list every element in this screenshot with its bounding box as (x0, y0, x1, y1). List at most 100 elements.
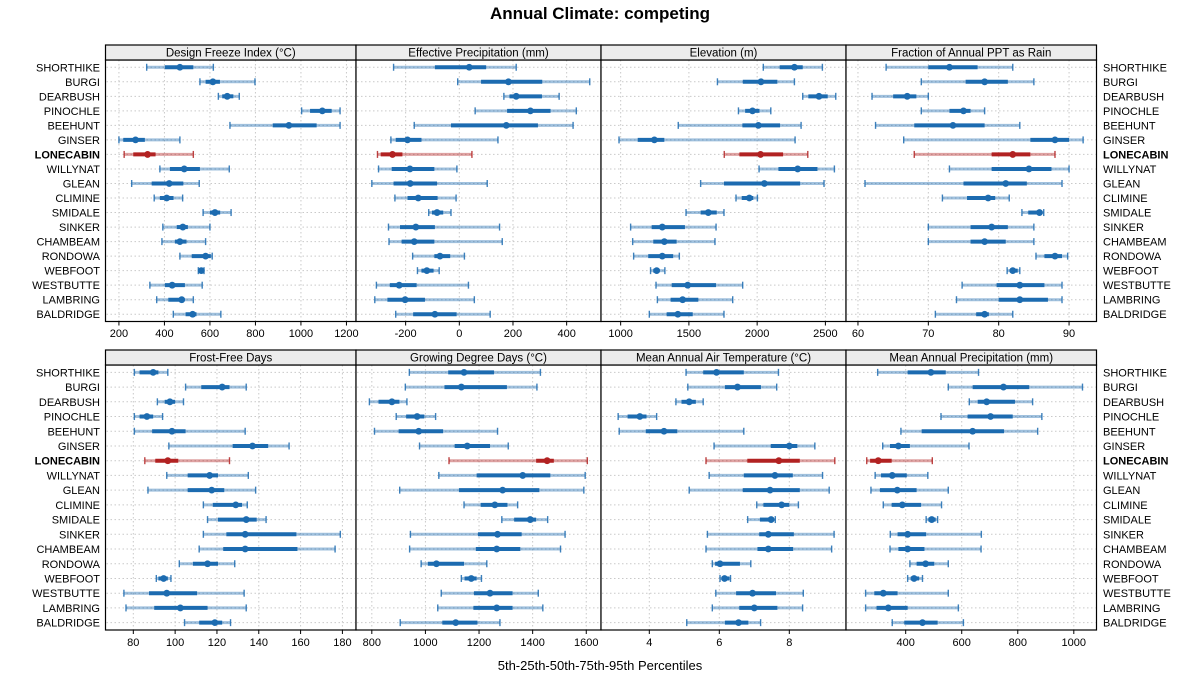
percentile-row-dearbush (217, 92, 240, 100)
label: CLIMINE (1103, 500, 1148, 512)
median-dot (749, 107, 756, 115)
percentile-row-westbutte (375, 281, 470, 289)
median-dot (457, 383, 465, 391)
median-dot (526, 516, 534, 523)
label: CLIMINE (1103, 193, 1148, 205)
label: GINSER (1103, 135, 1145, 147)
median-dot (960, 107, 967, 115)
percentile-row-westbutte (864, 589, 949, 597)
percentile-row-lambring (155, 296, 195, 304)
median-dot (160, 575, 168, 582)
percentile-row-rondowa (909, 560, 949, 568)
label: BALDRIDGE (1103, 309, 1167, 321)
percentile-row-ginser (902, 136, 1084, 144)
median-dot (679, 296, 687, 304)
label: GINSER (58, 441, 100, 453)
median-dot (436, 252, 444, 260)
label: SHORTHIKE (36, 367, 100, 379)
label: CLIMINE (55, 193, 100, 205)
median-dot (716, 560, 724, 568)
median-dot (981, 238, 989, 245)
median-dot (491, 501, 499, 509)
median-dot (650, 136, 658, 144)
median-dot (241, 530, 249, 538)
label: 80 (993, 328, 1005, 340)
median-dot (143, 413, 151, 420)
percentile-row-dearbush (802, 92, 837, 100)
label: 60 (852, 328, 864, 340)
median-dot (463, 442, 471, 450)
percentile-row-lonecabin (913, 150, 1056, 158)
label: SMIDALE (1103, 515, 1151, 527)
percentile-row-chambeam (889, 545, 982, 553)
median-dot (512, 92, 520, 100)
panel-mean-annual-air-temperature-c-: 4 6 8 Mean Annual Air Temperature (°C) (600, 349, 847, 649)
label: WESTBUTTE (32, 280, 100, 292)
median-dot (988, 223, 996, 231)
label: CLIMINE (55, 500, 100, 512)
percentile-row-glean (870, 486, 949, 494)
percentile-row-willynat (874, 471, 929, 479)
median-dot (406, 165, 414, 173)
percentile-row-ginser (618, 136, 796, 144)
label: PINOCHLE (44, 106, 100, 118)
median-dot (202, 252, 210, 260)
percentile-row-burgi (184, 383, 247, 391)
label: GLEAN (63, 178, 100, 190)
median-dot (928, 516, 936, 523)
label: SHORTHIKE (1103, 62, 1167, 74)
label: SHORTHIKE (36, 62, 100, 74)
percentile-row-dearbush (968, 398, 1034, 406)
label: CHAMBEAM (36, 544, 100, 556)
median-dot (505, 78, 512, 86)
panel-elevation-m-: 1000 1500 2000 2500 Elevation (m) (600, 44, 847, 340)
label: BURGI (65, 382, 100, 394)
median-dot (879, 589, 887, 597)
percentile-row-climine (463, 501, 519, 509)
percentile-row-westbutte (440, 589, 539, 597)
percentile-row-beehunt (618, 427, 745, 435)
percentile-row-baldridge (648, 310, 725, 318)
label: 0 (456, 328, 462, 340)
label: DEARBUSH (39, 397, 100, 409)
median-dot (794, 165, 802, 173)
percentile-row-shorthike (885, 63, 1014, 71)
label: CHAMBEAM (36, 237, 100, 249)
label: WEBFOOT (44, 573, 100, 585)
percentile-row-beehunt (229, 121, 341, 129)
median-dot (636, 413, 644, 420)
median-dot (163, 589, 171, 597)
label: Growing Degree Days (°C) (410, 353, 547, 365)
median-dot (1051, 252, 1059, 260)
percentile-row-shorthike (762, 63, 824, 71)
percentile-row-rondowa (1035, 252, 1069, 260)
percentile-row-westbutte (123, 589, 245, 597)
median-dot (658, 223, 666, 231)
percentile-row-shorthike (133, 368, 169, 376)
label: RONDOWA (42, 251, 101, 263)
median-dot (388, 398, 396, 406)
percentile-row-webfoot (906, 574, 924, 582)
label: BALDRIDGE (36, 618, 100, 630)
label: BEEHUNT (47, 120, 100, 132)
label: BEEHUNT (1103, 120, 1156, 132)
percentile-row-webfoot (416, 267, 440, 275)
percentile-row-rondowa (632, 252, 681, 260)
median-dot (764, 545, 772, 553)
percentile-row-shorthike (145, 63, 215, 71)
percentile-row-smidale (501, 516, 549, 524)
percentile-row-dearbush (503, 92, 560, 100)
label: WILLYNAT (47, 164, 101, 176)
label: 120 (208, 637, 226, 649)
median-dot (1009, 267, 1017, 275)
percentile-row-baldridge (172, 310, 222, 318)
median-dot (149, 368, 157, 376)
median-dot (493, 604, 501, 612)
median-dot (884, 604, 892, 612)
percentile-row-lambring (437, 604, 544, 612)
panel-background (356, 60, 601, 322)
percentile-row-chambeam (408, 545, 562, 553)
median-dot (1016, 296, 1024, 304)
percentile-row-burgi (199, 78, 256, 86)
median-dot (249, 442, 256, 450)
